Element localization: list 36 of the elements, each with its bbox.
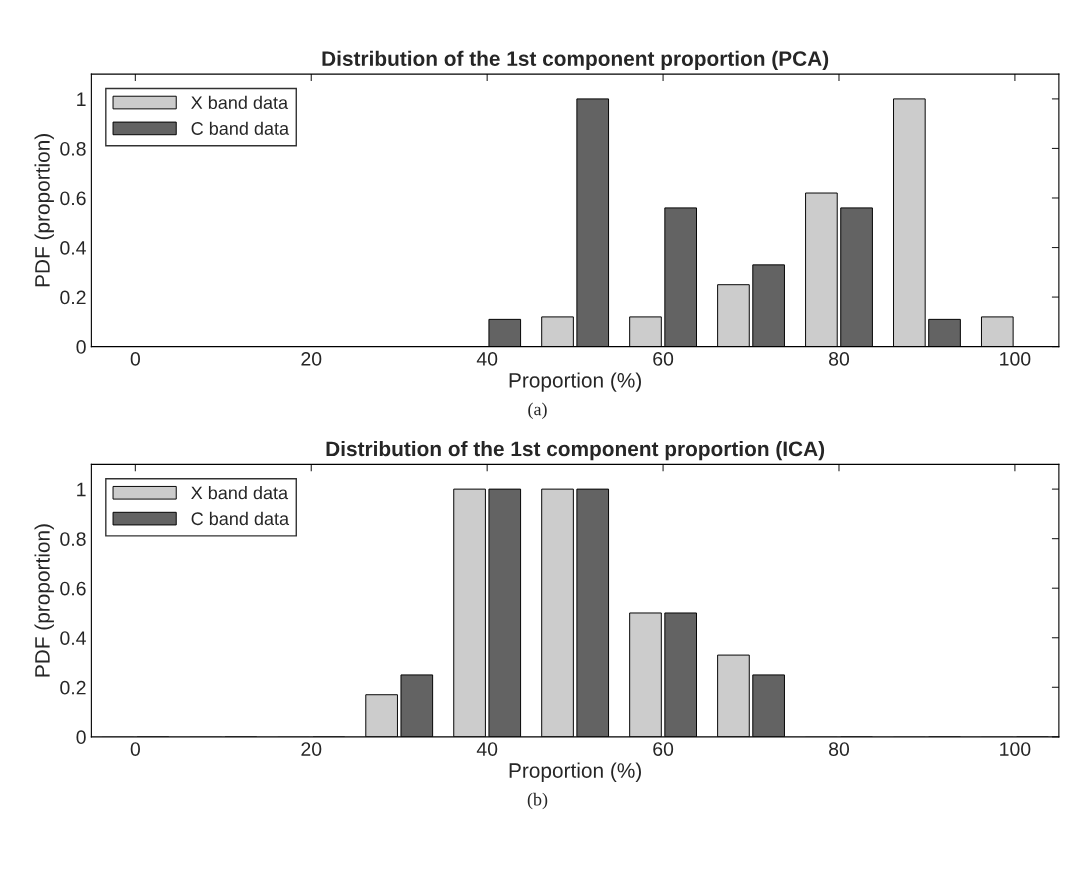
x-axis-title: Proportion (%)	[509, 762, 641, 783]
x-tick-label: 0	[130, 742, 140, 756]
x-tick-label: 80	[829, 742, 850, 756]
y-tick-label: 0.4	[60, 241, 86, 255]
y-tick-label: 0.8	[60, 532, 86, 546]
y-tick-label: 0	[76, 340, 86, 354]
text: (a)	[528, 402, 547, 419]
text: (b)	[527, 792, 548, 810]
y-axis-title: PDF (proportion)	[34, 524, 54, 677]
x-tick-label: 80	[829, 351, 850, 366]
y-tick-label: 0.6	[60, 581, 86, 596]
x-tick-label: 60	[653, 742, 674, 756]
x-axis-title: Proportion (%)	[509, 372, 641, 392]
y-tick-label: 0.6	[60, 191, 86, 206]
x-tick-label: 60	[653, 351, 674, 366]
legend-label: C band data	[191, 511, 290, 526]
x-tick-label: 20	[301, 351, 322, 366]
chart-title: Distribution of the 1st component proportion (PCA)	[322, 50, 829, 71]
y-tick-label: 1	[77, 482, 86, 497]
legend-label: C band data	[191, 121, 290, 135]
x-tick-label: 100	[1000, 351, 1031, 366]
x-tick-label: 20	[301, 742, 322, 756]
y-axis-title: PDF (proportion)	[34, 134, 54, 287]
y-tick-label: 0.2	[60, 680, 86, 695]
x-tick-label: 40	[476, 742, 498, 756]
y-tick-label: 0.8	[60, 141, 86, 156]
x-tick-label: 0	[130, 351, 140, 366]
y-tick-label: 0.4	[60, 631, 86, 645]
y-tick-label: 1	[77, 92, 86, 106]
x-tick-label: 40	[476, 351, 498, 366]
x-tick-label: 100	[1000, 742, 1031, 756]
chart-title: Distribution of the 1st component proportion (ICA)	[326, 440, 825, 461]
y-tick-label: 0.2	[60, 290, 86, 305]
y-tick-label: 0	[76, 730, 86, 745]
legend-label: X band data	[191, 95, 289, 110]
legend-label: X band data	[191, 486, 289, 500]
